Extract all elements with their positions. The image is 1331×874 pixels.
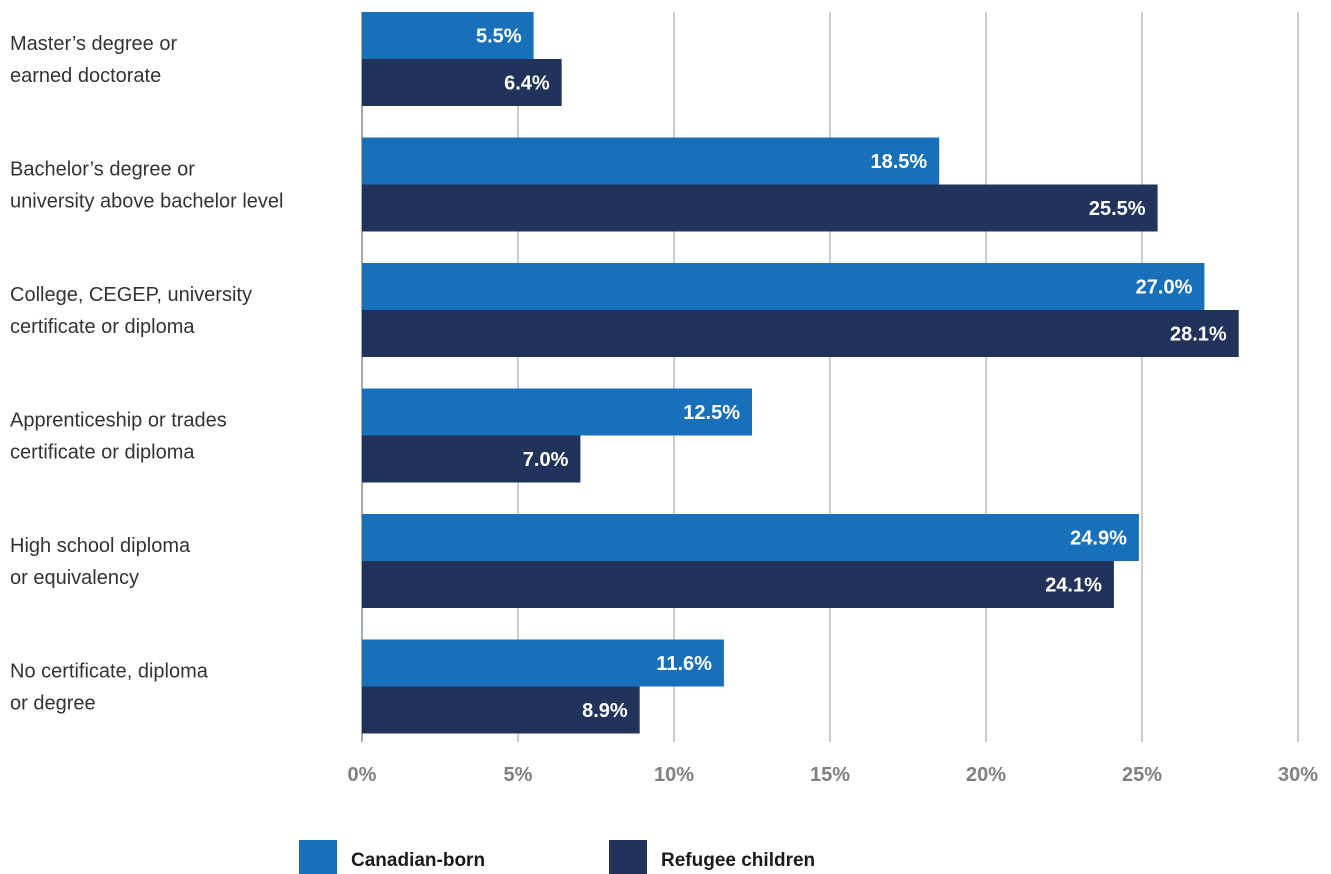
category-label: earned doctorate <box>10 65 161 87</box>
legend: Canadian-born Refugee children <box>299 840 815 874</box>
bar-value-label: 12.5% <box>683 402 740 424</box>
x-axis-ticks: 0% 5% 10% 15% 20% 25% 30% <box>348 764 1319 786</box>
category-label: or equivalency <box>10 567 139 589</box>
bar-value-label: 7.0% <box>523 449 569 471</box>
x-tick-label: 25% <box>1122 764 1162 786</box>
bar-value-label: 5.5% <box>476 26 522 48</box>
category-label: certificate or diploma <box>10 442 195 464</box>
bar-refugee-children <box>362 686 640 734</box>
bar-value-label: 24.1% <box>1045 575 1102 597</box>
category-label: No certificate, diploma <box>10 661 209 683</box>
bar-canadian-born <box>362 388 752 436</box>
category-label: Master’s degree or <box>10 33 177 55</box>
bar-canadian-born <box>362 12 534 59</box>
bar-value-label: 18.5% <box>870 151 927 173</box>
bar-canadian-born <box>362 263 1205 310</box>
gridlines <box>361 12 1299 742</box>
bar-value-label: 27.0% <box>1136 277 1193 299</box>
category-label: university above bachelor level <box>10 191 284 213</box>
bar-value-label: 25.5% <box>1089 198 1146 220</box>
x-tick-label: 15% <box>810 764 850 786</box>
legend-swatch-canadian-born <box>299 840 337 874</box>
x-tick-label: 0% <box>348 764 377 786</box>
legend-label: Canadian-born <box>351 850 485 871</box>
x-tick-label: 5% <box>504 764 533 786</box>
category-label: High school diploma <box>10 535 191 557</box>
bar-value-label: 28.1% <box>1170 324 1227 346</box>
category-label: certificate or diploma <box>10 316 195 338</box>
category-label: or degree <box>10 693 96 715</box>
bar-value-label: 11.6% <box>656 653 712 675</box>
bar-canadian-born <box>362 514 1139 561</box>
category-label: Apprenticeship or trades <box>10 410 227 432</box>
x-tick-label: 30% <box>1278 764 1318 786</box>
bar-canadian-born <box>362 137 940 185</box>
bars: 5.5% 6.4% 18.5% 25.5% 27.0% 28.1% 12.5% 7.0% 24.… <box>362 12 1239 734</box>
category-label: College, CEGEP, university <box>10 284 252 306</box>
bar-canadian-born <box>362 639 724 687</box>
category-label: Bachelor’s degree or <box>10 159 195 181</box>
legend-label: Refugee children <box>661 850 815 871</box>
bar-refugee-children <box>362 561 1114 608</box>
bar-refugee-children <box>362 59 562 106</box>
category-labels: Master’s degree or earned doctorate Bachel… <box>10 33 284 715</box>
bar-value-label: 6.4% <box>504 73 550 95</box>
bar-value-label: 8.9% <box>582 700 628 722</box>
bar-refugee-children <box>362 184 1158 232</box>
bar-refugee-children <box>362 310 1239 357</box>
bar-value-label: 24.9% <box>1070 528 1127 550</box>
x-tick-label: 20% <box>966 764 1006 786</box>
bar-refugee-children <box>362 435 581 483</box>
legend-swatch-refugee-children <box>609 840 647 874</box>
x-tick-label: 10% <box>654 764 694 786</box>
